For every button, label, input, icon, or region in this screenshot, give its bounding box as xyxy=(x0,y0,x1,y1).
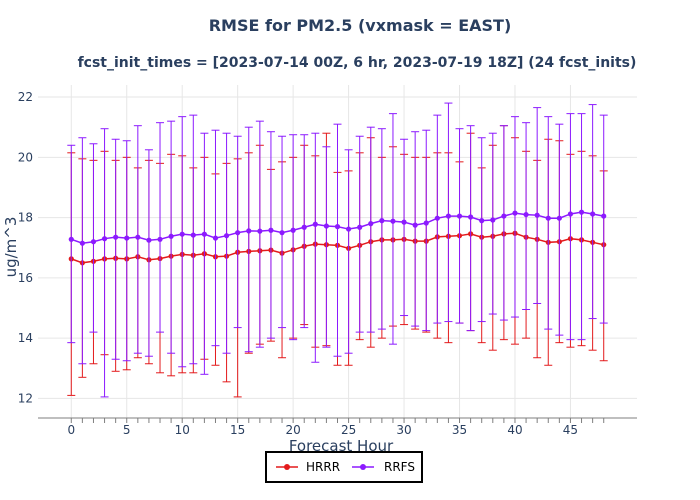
data-point xyxy=(257,228,263,234)
legend-rrfs-label: RRFS xyxy=(384,460,415,474)
axes xyxy=(38,417,637,423)
legend-hrrr-label: HRRR xyxy=(306,460,340,474)
y-tick-label: 22 xyxy=(18,90,33,104)
data-point xyxy=(556,215,562,221)
data-point xyxy=(567,211,574,217)
data-point xyxy=(279,230,285,236)
data-point xyxy=(423,220,429,226)
data-point xyxy=(79,240,85,246)
data-point xyxy=(501,213,507,219)
legend-hrrr-marker xyxy=(284,464,290,470)
data-point xyxy=(323,223,330,229)
x-tick-label: 45 xyxy=(563,423,578,437)
data-point xyxy=(357,224,363,230)
data-point xyxy=(334,224,341,230)
x-tick-label: 10 xyxy=(175,423,190,437)
data-point xyxy=(301,224,307,230)
y-tick-label: 14 xyxy=(18,331,33,345)
data-point xyxy=(545,215,551,221)
data-point xyxy=(401,219,407,225)
data-point xyxy=(590,211,596,217)
data-point xyxy=(212,235,219,241)
x-tick-label: 30 xyxy=(396,423,411,437)
data-point xyxy=(390,218,396,224)
data-point xyxy=(235,230,241,236)
legend-rrfs-marker xyxy=(360,464,366,470)
data-point xyxy=(146,237,152,243)
data-point xyxy=(345,226,352,232)
data-point xyxy=(368,221,374,227)
x-tick-label: 40 xyxy=(507,423,522,437)
y-axis-title: ug/m^3 xyxy=(2,217,20,278)
data-point xyxy=(90,239,97,245)
data-point xyxy=(379,218,385,224)
data-point xyxy=(101,236,108,242)
data-point xyxy=(135,234,141,240)
series-rrfs xyxy=(67,102,608,398)
y-tick-label: 12 xyxy=(18,391,33,405)
data-point xyxy=(512,210,518,216)
data-point xyxy=(201,231,207,237)
legend: HRRR RRFS xyxy=(265,451,423,483)
series-area xyxy=(67,102,608,398)
data-point xyxy=(445,213,452,219)
x-tick-label: 5 xyxy=(123,423,131,437)
data-point xyxy=(468,214,474,220)
y-tick-label: 16 xyxy=(18,271,33,285)
data-point xyxy=(456,213,463,219)
x-tick-label: 25 xyxy=(341,423,356,437)
data-point xyxy=(190,232,196,238)
data-point xyxy=(113,234,119,240)
x-tick-label: 15 xyxy=(230,423,245,437)
data-point xyxy=(157,236,163,242)
data-point xyxy=(246,228,252,234)
data-point xyxy=(268,227,274,233)
chart-title: RMSE for PM2.5 (vxmask = EAST) xyxy=(209,16,512,35)
tick-labels: 0 5 10 15 20 25 30 35 40 45 12 14 16 18 20 22 xyxy=(18,90,578,437)
data-point xyxy=(578,209,585,215)
data-point xyxy=(434,215,440,221)
data-point xyxy=(124,235,130,241)
data-point xyxy=(312,221,318,227)
data-point xyxy=(412,222,418,228)
y-tick-label: 18 xyxy=(18,211,33,225)
data-point xyxy=(223,233,230,239)
data-point xyxy=(490,217,496,223)
data-point xyxy=(68,236,74,242)
x-tick-label: 0 xyxy=(67,423,75,437)
data-point xyxy=(479,218,485,224)
x-tick-label: 35 xyxy=(452,423,467,437)
chart-subtitle: fcst_init_times = [2023-07-14 00Z, 6 hr,… xyxy=(78,55,637,71)
data-point xyxy=(601,213,607,219)
data-point xyxy=(523,211,529,218)
y-tick-label: 20 xyxy=(18,150,33,164)
data-point xyxy=(534,212,540,218)
x-tick-label: 20 xyxy=(285,423,300,437)
data-point xyxy=(179,231,185,237)
data-point xyxy=(290,227,296,233)
x-axis-title: Forecast Hour xyxy=(289,437,394,455)
data-point xyxy=(168,233,174,239)
